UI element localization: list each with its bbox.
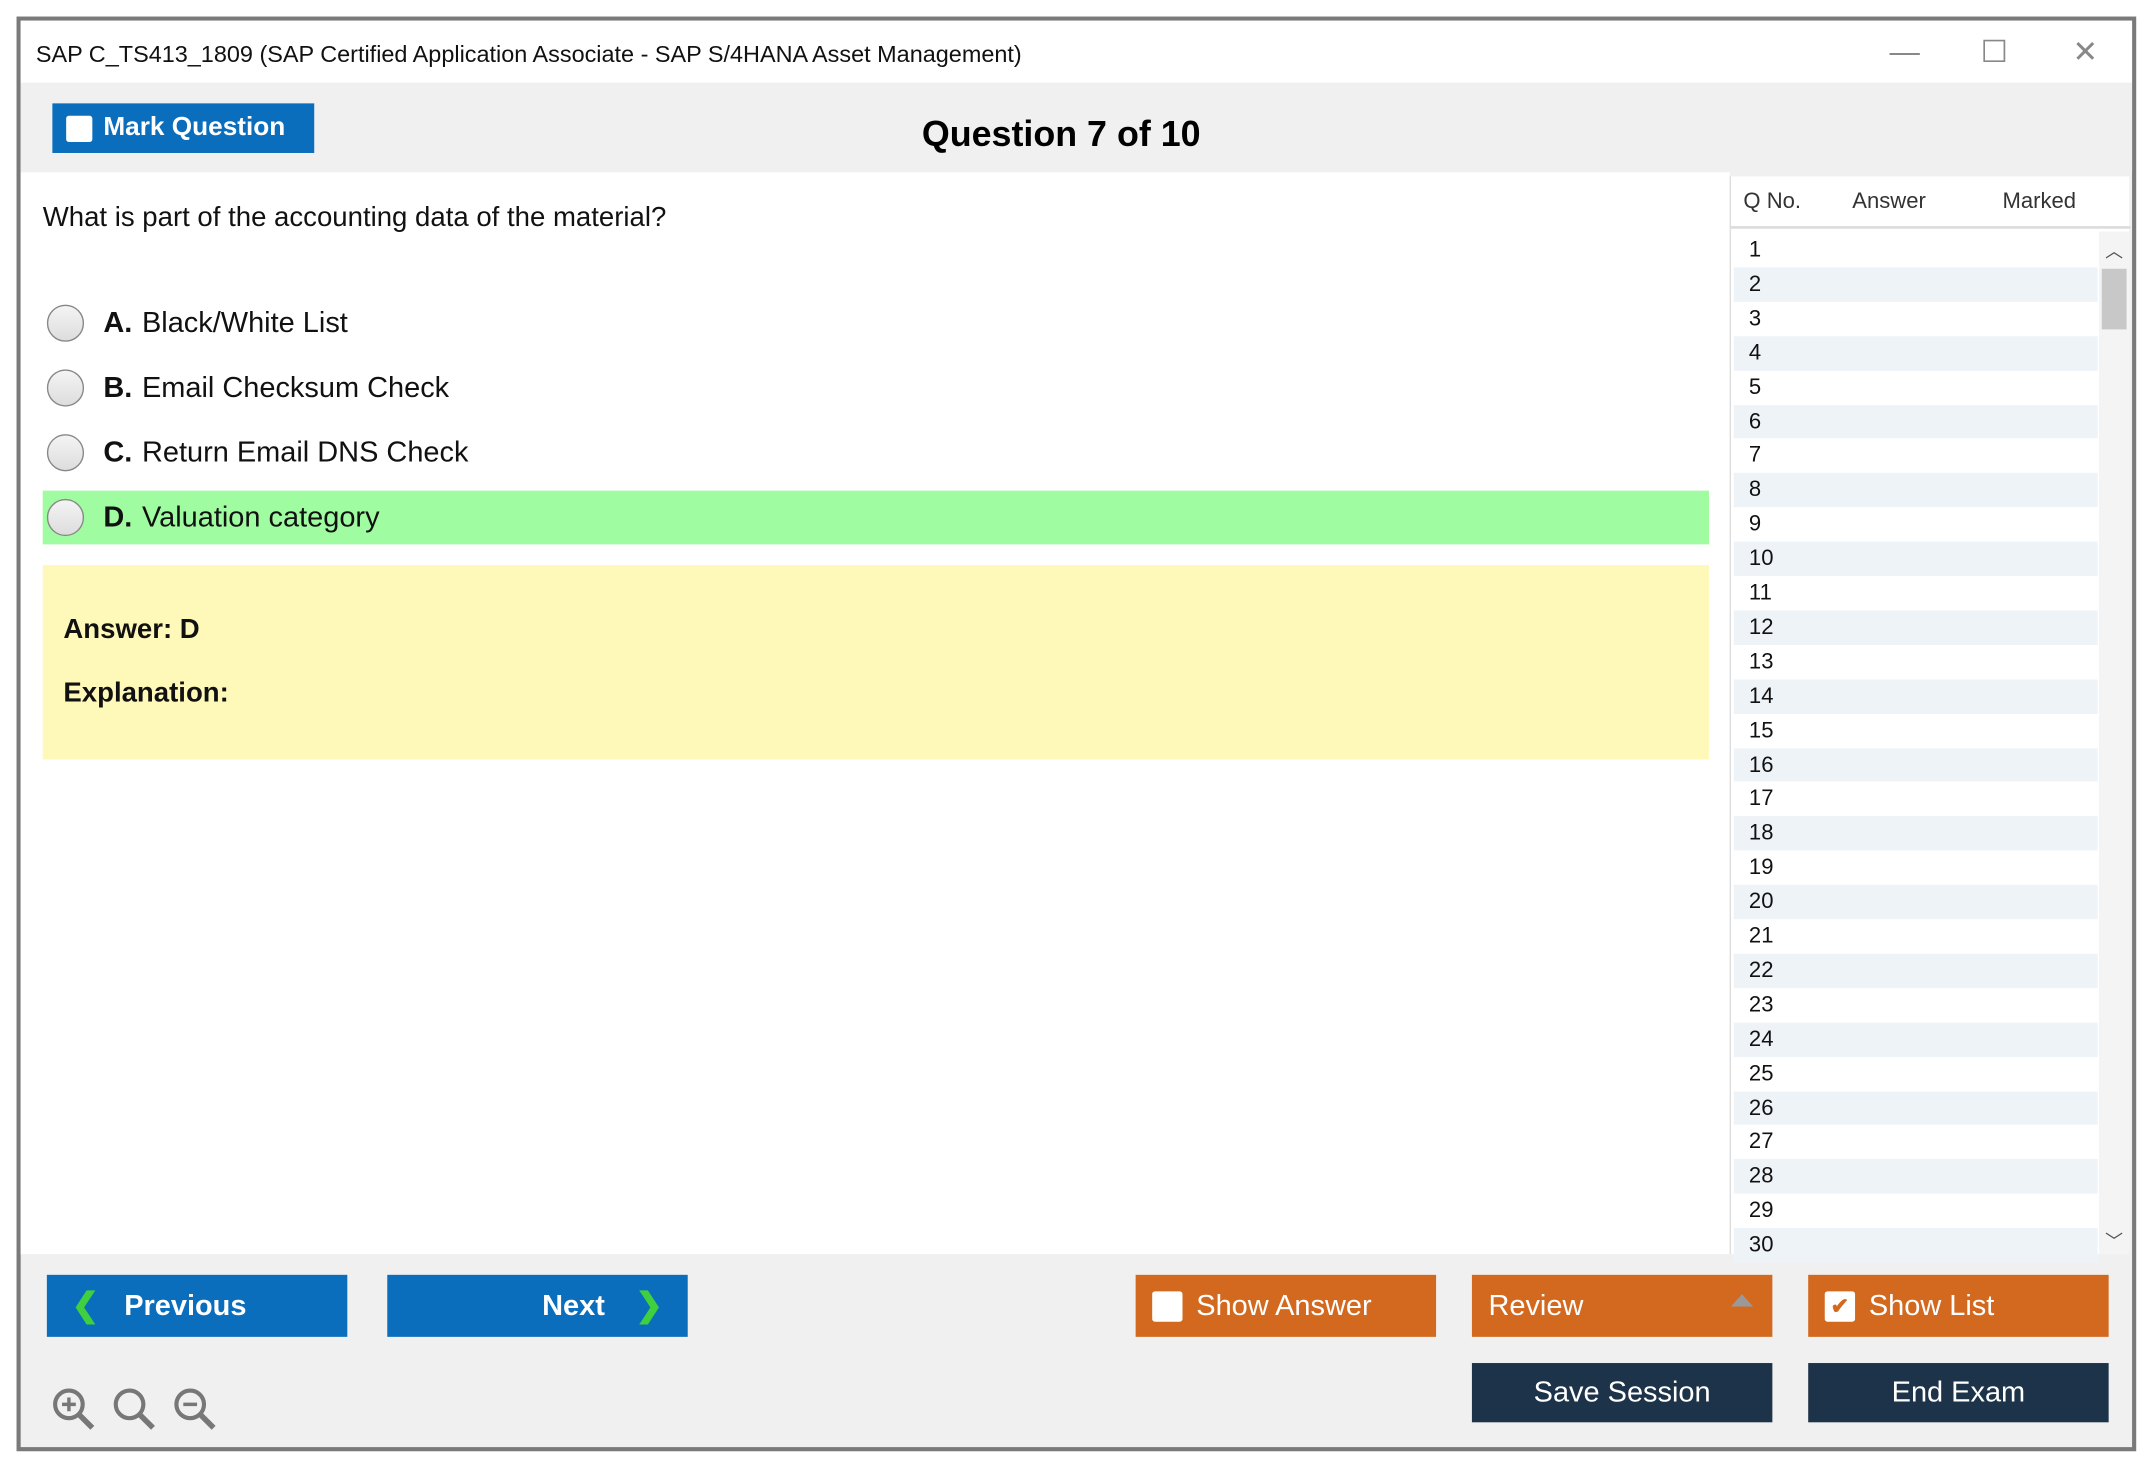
show-answer-label: Show Answer	[1196, 1289, 1372, 1322]
show-list-label: Show List	[1868, 1289, 1995, 1322]
answer-box: Answer: D Explanation:	[42, 565, 1709, 760]
minimize-button[interactable]: —	[1889, 34, 1920, 69]
header-qno: Q No.	[1743, 190, 1802, 214]
option-letter: B.	[103, 371, 133, 404]
radio-button[interactable]	[46, 434, 85, 472]
chevron-right-icon: ❯	[635, 1287, 663, 1325]
option-d[interactable]: D. Valuation category	[42, 490, 1709, 545]
question-list: Q No. Answer Marked 1 2 3 4 5 6 7 8 9 10 11 12 13 14 1…	[1729, 176, 2131, 1263]
list-row[interactable]: 2	[1733, 267, 2098, 302]
list-row[interactable]: 10	[1733, 541, 2098, 577]
window-title: SAP C_TS413_1809 (SAP Certified Applicat…	[35, 41, 1022, 68]
checkbox-icon	[66, 115, 93, 142]
checkbox-checked-icon: ✔	[1824, 1290, 1856, 1322]
list-row[interactable]: 7	[1748, 444, 1762, 468]
list-row[interactable]: 12	[1733, 610, 2098, 645]
list-row[interactable]: 11	[1748, 581, 1772, 606]
explanation-label: Explanation:	[63, 678, 229, 709]
option-letter: A.	[103, 306, 133, 339]
list-header: Q No. Answer Marked	[1731, 176, 2131, 229]
list-row[interactable]: 18	[1733, 816, 2098, 851]
zoom-reset-icon[interactable]	[110, 1385, 157, 1432]
option-text: Return Email DNS Check	[141, 436, 469, 468]
list-row[interactable]: 3	[1748, 307, 1762, 331]
question-counter: Question 7 of 10	[921, 113, 1201, 155]
title-bar: SAP C_TS413_1809 (SAP Certified Applicat…	[20, 20, 2133, 83]
chevron-left-icon: ❮	[71, 1287, 100, 1325]
zoom-in-icon[interactable]	[50, 1385, 97, 1432]
list-row[interactable]: 4	[1733, 335, 2098, 371]
list-row[interactable]: 30	[1733, 1228, 2098, 1263]
list-row[interactable]: 15	[1748, 718, 1774, 743]
next-label: Next	[542, 1289, 605, 1322]
list-row[interactable]: 19	[1748, 856, 1774, 880]
previous-label: Previous	[124, 1289, 247, 1322]
answer-line: Answer: D	[63, 614, 200, 645]
show-list-button[interactable]: ✔ Show List	[1808, 1274, 2109, 1337]
question-panel: What is part of the accounting data of t…	[20, 172, 1730, 1255]
app-window: SAP C_TS413_1809 (SAP Certified Applicat…	[16, 16, 2137, 1452]
list-row[interactable]: 22	[1733, 953, 2098, 988]
list-row[interactable]: 6	[1733, 404, 2098, 439]
scroll-up-icon[interactable]: ︿	[2105, 241, 2124, 262]
next-button[interactable]: Next ❯	[387, 1274, 688, 1337]
radio-button[interactable]	[46, 304, 85, 342]
list-row[interactable]: 8	[1733, 473, 2098, 508]
list-row[interactable]: 9	[1748, 512, 1762, 537]
list-row[interactable]: 14	[1733, 679, 2098, 714]
option-a[interactable]: A. Black/White List	[43, 296, 1709, 350]
scrollbar[interactable]: ︿ ﹀	[2098, 231, 2130, 1255]
mark-question-label: Mark Question	[103, 113, 286, 142]
option-letter: C.	[103, 436, 133, 468]
list-row[interactable]: 21	[1748, 924, 1774, 949]
header: Mark Question Question 7 of 10	[20, 82, 2133, 173]
option-text: Email Checksum Check	[141, 371, 450, 404]
review-label: Review	[1488, 1289, 1584, 1322]
mark-question-button[interactable]: Mark Question	[52, 103, 315, 153]
list-row[interactable]: 29	[1748, 1199, 1774, 1223]
list-row[interactable]: 16	[1733, 747, 2098, 782]
save-session-button[interactable]: Save Session	[1471, 1363, 1773, 1423]
list-row[interactable]: 13	[1748, 650, 1774, 674]
option-c[interactable]: C. Return Email DNS Check	[43, 426, 1709, 480]
header-answer: Answer	[1852, 190, 1926, 214]
review-button[interactable]: Review	[1471, 1274, 1773, 1337]
scroll-down-icon[interactable]: ﹀	[2105, 1230, 2124, 1252]
caret-up-icon	[1731, 1294, 1754, 1307]
option-b[interactable]: B. Email Checksum Check	[43, 361, 1709, 415]
list-row[interactable]: 17	[1748, 787, 1774, 811]
list-row[interactable]: 24	[1733, 1022, 2098, 1057]
list-row[interactable]: 26	[1733, 1090, 2098, 1126]
radio-button[interactable]	[46, 498, 85, 537]
question-text: What is part of the accounting data of t…	[42, 202, 667, 233]
list-row[interactable]: 27	[1748, 1130, 1774, 1155]
option-letter: D.	[103, 500, 133, 533]
radio-button[interactable]	[46, 369, 85, 407]
scroll-thumb[interactable]	[2101, 268, 2127, 330]
previous-button[interactable]: ❮ Previous	[46, 1274, 348, 1337]
checkbox-icon	[1152, 1290, 1183, 1322]
list-row[interactable]: 28	[1733, 1159, 2098, 1194]
list-row[interactable]: 1	[1748, 238, 1762, 262]
maximize-button[interactable]: ☐	[1980, 34, 2008, 69]
close-button[interactable]: ✕	[2072, 34, 2098, 69]
list-row[interactable]: 23	[1748, 993, 1774, 1017]
option-text: Black/White List	[141, 306, 348, 339]
list-row[interactable]: 20	[1733, 884, 2098, 920]
end-exam-button[interactable]: End Exam	[1808, 1363, 2109, 1423]
list-row[interactable]: 5	[1748, 375, 1762, 400]
header-marked: Marked	[2002, 190, 2077, 214]
show-answer-button[interactable]: Show Answer	[1135, 1274, 1437, 1337]
zoom-out-icon[interactable]	[171, 1385, 218, 1432]
option-text: Valuation category	[141, 500, 380, 533]
list-row[interactable]: 25	[1748, 1062, 1774, 1086]
